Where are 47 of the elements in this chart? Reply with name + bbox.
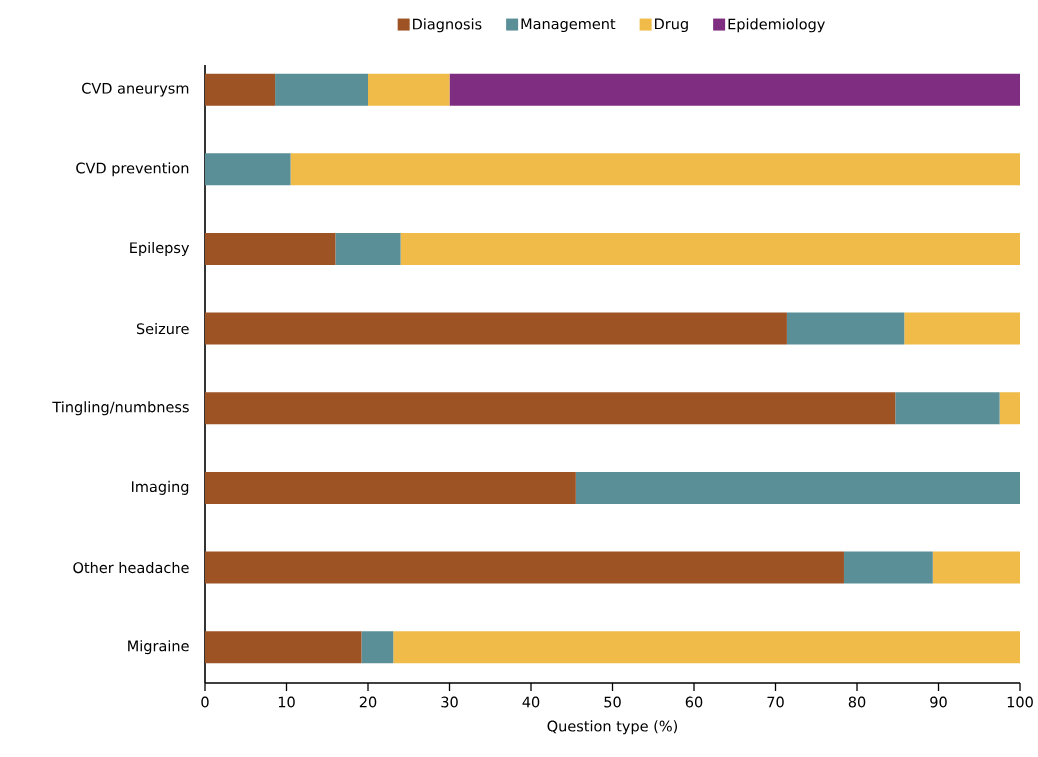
- bar: [393, 631, 1021, 664]
- bar: [205, 631, 362, 664]
- y-tick-label: CVD prevention: [76, 162, 189, 177]
- bar: [368, 73, 450, 106]
- x-tick-label: 30: [441, 696, 458, 708]
- bar: [205, 392, 896, 425]
- bar: [449, 73, 1021, 106]
- bar: [275, 73, 368, 106]
- bar: [400, 232, 1021, 265]
- legend-label: Drug: [655, 18, 688, 33]
- legend-label: Diagnosis: [413, 18, 482, 33]
- x-tick-label: 50: [604, 696, 621, 708]
- x-tick-label: 80: [848, 696, 866, 708]
- x-tick-label: 70: [767, 696, 784, 708]
- bar: [290, 153, 1021, 186]
- bar: [205, 312, 787, 345]
- x-tick-label: 60: [685, 696, 703, 708]
- legend-label: Management: [521, 18, 616, 33]
- y-tick-label: Epilepsy: [130, 241, 190, 256]
- y-tick-label: Tingling/numbness: [52, 401, 189, 416]
- bar: [932, 551, 1021, 584]
- bar: [843, 551, 933, 584]
- bar: [895, 392, 1000, 425]
- bar: [335, 232, 401, 265]
- x-tick-label: 40: [522, 696, 540, 708]
- x-tick-label: 0: [201, 696, 209, 708]
- x-tick-label: 20: [359, 696, 377, 708]
- y-tick-label: CVD aneurysm: [82, 82, 189, 97]
- bar: [205, 73, 276, 106]
- x-axis-title: Question type (%): [547, 720, 678, 735]
- y-tick-label: Other headache: [73, 561, 189, 574]
- bar: [205, 232, 336, 265]
- bar: [786, 312, 905, 345]
- x-tick-label: 10: [278, 696, 295, 708]
- y-tick-label: Imaging: [131, 480, 189, 495]
- bar: [575, 471, 1021, 504]
- bar: [205, 551, 844, 584]
- legend-label: Epidemiology: [728, 18, 825, 33]
- x-tick-label: 100: [1007, 696, 1033, 708]
- bar: [999, 392, 1021, 425]
- y-tick-label: Seizure: [136, 322, 189, 335]
- bar: [361, 631, 394, 664]
- bar: [904, 312, 1021, 345]
- y-tick-label: Migraine: [128, 640, 189, 655]
- bar: [205, 471, 576, 504]
- x-tick-label: 90: [930, 696, 947, 708]
- bar: [205, 153, 291, 186]
